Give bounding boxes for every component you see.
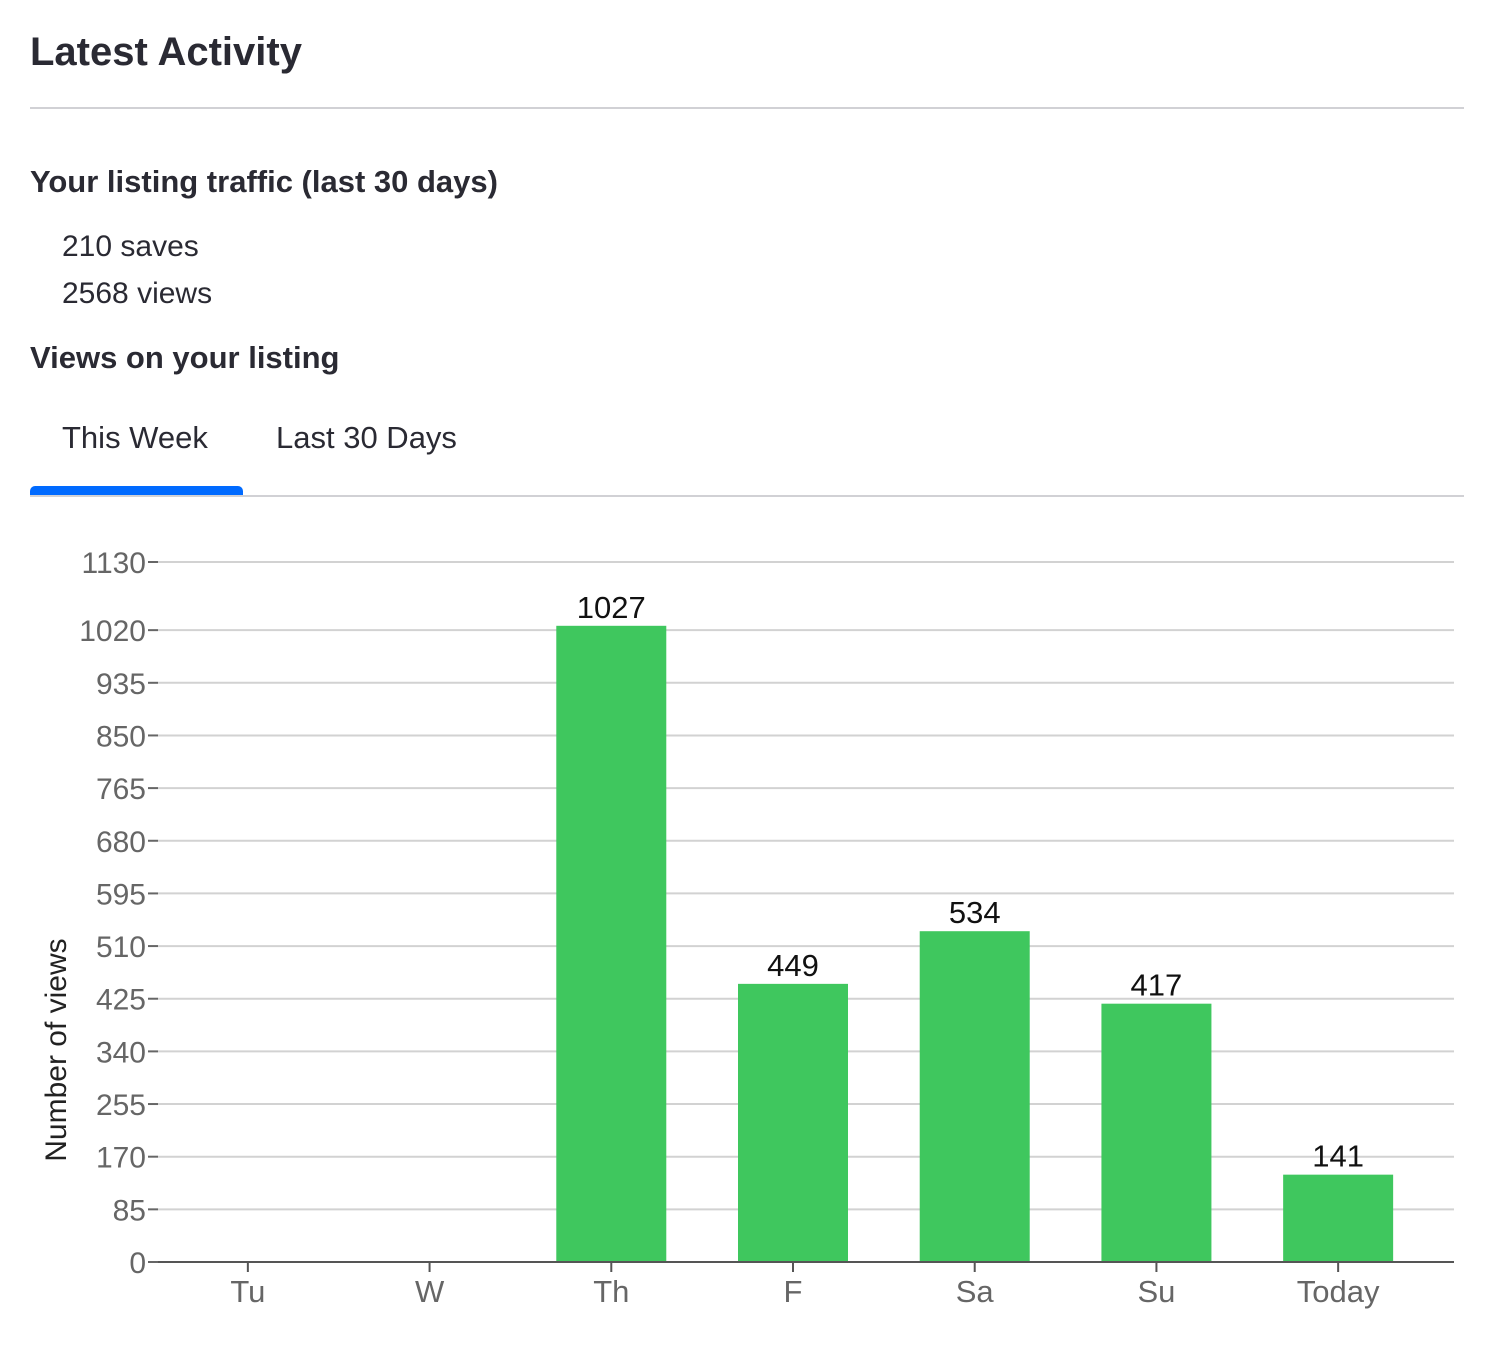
views-tabs: This Week Last 30 Days	[30, 400, 1464, 497]
bar-value-label: 1027	[577, 590, 646, 625]
x-tick-label: F	[784, 1274, 803, 1309]
tab-last-30-days[interactable]: Last 30 Days	[276, 420, 457, 455]
y-tick-label: 850	[96, 720, 146, 753]
y-tick-label: 1020	[79, 615, 146, 648]
y-tick-label: 935	[96, 668, 146, 701]
y-axis-title: Number of views	[40, 938, 73, 1161]
x-tick-label: Tu	[230, 1274, 265, 1309]
x-axis-ticks: Tu W Th F Sa Su Today	[230, 1262, 1380, 1309]
saves-count: 210 saves	[62, 230, 199, 263]
views-bar-chart: 0 85 170 255 340 425 510 595 680 765 850 935 1020 113…	[40, 547, 1454, 1309]
y-tick-label: 510	[96, 931, 146, 964]
x-tick-label: Su	[1137, 1274, 1175, 1309]
bar-sa[interactable]	[919, 931, 1030, 1262]
y-tick-label: 340	[96, 1036, 146, 1069]
y-axis-ticks: 0 85 170 255 340 425 510 595 680 765 850 935 1020 113…	[79, 547, 158, 1280]
bar-today[interactable]	[1283, 1174, 1394, 1262]
y-tick-label: 255	[96, 1089, 146, 1122]
bar-su[interactable]	[1101, 1003, 1212, 1262]
y-tick-label: 85	[113, 1194, 146, 1227]
title-divider	[30, 107, 1464, 109]
x-tick-label: Th	[593, 1274, 629, 1309]
views-count: 2568 views	[62, 277, 213, 310]
chart-data-labels: 1027 449 534 417 141	[577, 590, 1364, 1174]
x-tick-label: Sa	[956, 1274, 995, 1309]
bar-f[interactable]	[738, 983, 848, 1262]
y-tick-label: 595	[96, 878, 146, 911]
y-tick-label: 765	[96, 773, 146, 806]
bar-value-label: 417	[1131, 968, 1183, 1003]
y-tick-label: 170	[96, 1142, 146, 1175]
views-heading: Views on your listing	[30, 340, 340, 375]
bar-value-label: 534	[949, 895, 1001, 930]
bar-value-label: 141	[1312, 1139, 1364, 1174]
y-tick-label: 0	[129, 1247, 146, 1280]
y-tick-label: 1130	[81, 547, 146, 580]
bar-th[interactable]	[556, 625, 667, 1262]
traffic-heading: Your listing traffic (last 30 days)	[30, 164, 498, 199]
active-tab-indicator	[30, 486, 243, 495]
y-tick-label: 680	[96, 826, 146, 859]
tab-this-week[interactable]: This Week	[62, 420, 208, 455]
y-tick-label: 425	[96, 984, 146, 1017]
bar-value-label: 449	[767, 948, 819, 983]
x-tick-label: Today	[1297, 1274, 1380, 1309]
chart-bars	[556, 625, 1394, 1262]
page-title: Latest Activity	[30, 30, 302, 74]
x-tick-label: W	[415, 1274, 445, 1309]
